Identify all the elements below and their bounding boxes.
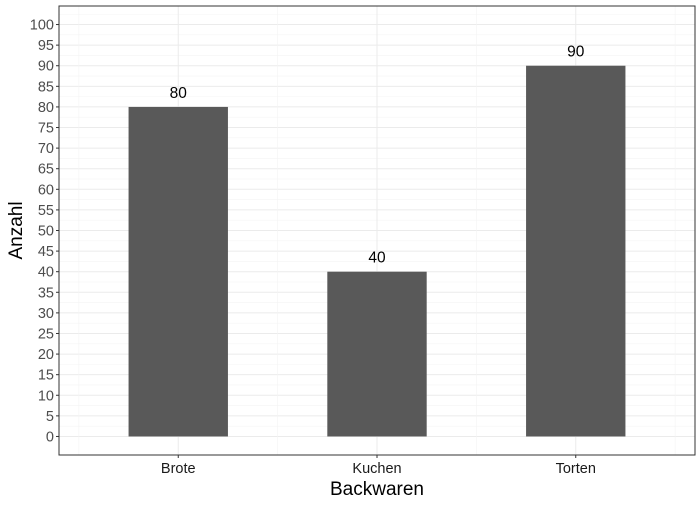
x-tick-label-brote: Brote — [161, 461, 196, 477]
y-tick-label: 10 — [38, 388, 54, 404]
x-axis-title: Backwaren — [330, 479, 424, 500]
bar-kuchen — [327, 271, 427, 437]
x-tick-label-kuchen: Kuchen — [352, 461, 401, 477]
y-axis-title: Anzahl — [6, 201, 27, 259]
panel-border — [58, 5, 696, 456]
y-tick-label: 40 — [38, 265, 54, 281]
y-tick-label: 15 — [38, 368, 54, 384]
data-label-brote: 80 — [170, 85, 188, 102]
bars — [128, 65, 626, 437]
y-tick-label: 60 — [38, 182, 54, 198]
y-tick-label: 20 — [38, 347, 54, 363]
y-tick-label: 70 — [38, 141, 54, 157]
y-tick-label: 50 — [38, 224, 54, 240]
y-axis: 0 5 10 15 20 25 30 35 40 45 50 55 60 65 70 75 80 85 90 95 10… — [30, 18, 59, 445]
y-tick-label: 95 — [38, 38, 54, 54]
y-tick-label: 25 — [38, 326, 54, 342]
bar-brote — [128, 106, 228, 437]
data-label-kuchen: 40 — [368, 250, 386, 267]
y-tick-label: 45 — [38, 244, 54, 260]
y-tick-label: 90 — [38, 59, 54, 75]
y-tick-label: 80 — [38, 100, 54, 116]
y-tick-label: 35 — [38, 285, 54, 301]
bar-torten — [526, 65, 626, 437]
y-tick-label: 55 — [38, 203, 54, 219]
data-label-torten: 90 — [567, 44, 585, 61]
y-tick-label: 0 — [46, 429, 54, 445]
y-tick-label: 30 — [38, 306, 54, 322]
y-tick-label: 100 — [30, 18, 54, 34]
y-tick-label: 75 — [38, 121, 54, 137]
y-tick-label: 65 — [38, 162, 54, 178]
x-axis: Brote Kuchen Torten — [161, 455, 596, 477]
y-tick-label: 5 — [46, 409, 54, 425]
y-tick-label: 85 — [38, 79, 54, 95]
x-tick-label-torten: Torten — [556, 461, 596, 477]
data-labels: 80 40 90 — [170, 44, 585, 267]
